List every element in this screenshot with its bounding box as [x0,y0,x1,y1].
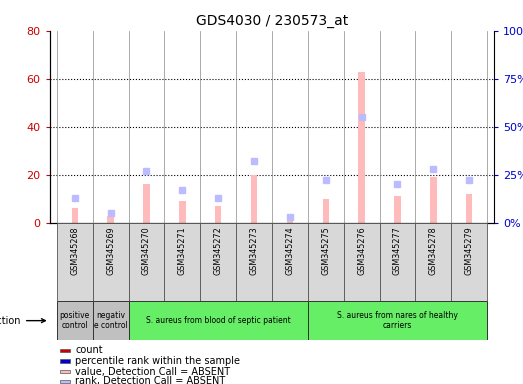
Text: negativ
e control: negativ e control [94,311,128,330]
Bar [60,359,70,363]
Text: GSM345268: GSM345268 [70,227,79,275]
Bar [72,208,78,223]
Text: percentile rank within the sample: percentile rank within the sample [75,356,241,366]
Bar [394,196,401,223]
Text: GSM345279: GSM345279 [464,227,474,275]
Text: GSM345278: GSM345278 [429,227,438,275]
Text: S. aureus from blood of septic patient: S. aureus from blood of septic patient [146,316,291,325]
Bar [57,223,93,301]
Bar [60,349,70,352]
Bar [466,194,472,223]
Bar [164,223,200,301]
Text: GSM345272: GSM345272 [214,227,223,275]
Bar [344,223,380,301]
Text: GSM345275: GSM345275 [321,227,330,275]
Text: GSM345273: GSM345273 [249,227,258,275]
Bar [93,301,129,340]
Text: rank, Detection Call = ABSENT: rank, Detection Call = ABSENT [75,376,225,384]
Bar [200,223,236,301]
Bar [415,223,451,301]
Text: GSM345271: GSM345271 [178,227,187,275]
Text: count: count [75,346,103,356]
Title: GDS4030 / 230573_at: GDS4030 / 230573_at [196,14,348,28]
Bar [323,199,329,223]
Bar [451,223,487,301]
Text: GSM345274: GSM345274 [286,227,294,275]
Bar [380,223,415,301]
Bar [430,177,437,223]
Bar [60,370,70,373]
Bar [107,215,114,223]
Bar [143,184,150,223]
Text: GSM345269: GSM345269 [106,227,115,275]
Bar [358,71,365,223]
Bar [308,301,487,340]
Bar [236,223,272,301]
Bar [129,223,164,301]
Text: GSM345276: GSM345276 [357,227,366,275]
Bar [179,201,186,223]
Text: S. aureus from nares of healthy
carriers: S. aureus from nares of healthy carriers [337,311,458,330]
Bar [308,223,344,301]
Bar [272,223,308,301]
Text: positive
control: positive control [60,311,90,330]
Text: infection: infection [0,316,46,326]
Bar [129,301,308,340]
Bar [60,379,70,383]
Bar [251,175,257,223]
Text: GSM345277: GSM345277 [393,227,402,275]
Bar [57,301,93,340]
Text: value, Detection Call = ABSENT: value, Detection Call = ABSENT [75,367,231,377]
Bar [93,223,129,301]
Bar [287,220,293,223]
Text: GSM345270: GSM345270 [142,227,151,275]
Bar [215,206,221,223]
